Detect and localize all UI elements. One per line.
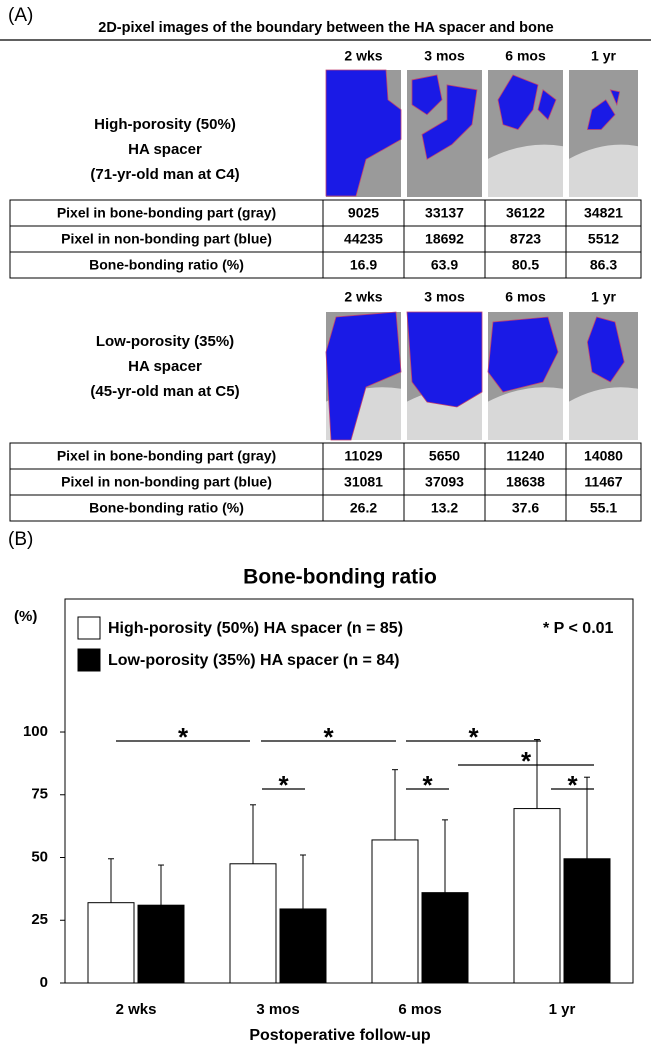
cell-value: 16.9	[350, 257, 377, 273]
x-tick-label: 2 wks	[116, 1001, 157, 1018]
column-label: 6 mos	[505, 289, 546, 305]
significance-label: *	[422, 770, 433, 800]
x-tick-label: 1 yr	[549, 1001, 576, 1018]
cell-value: 5650	[429, 448, 460, 464]
spacer-label: Low-porosity (35%)	[96, 333, 234, 350]
column-label: 3 mos	[424, 289, 465, 305]
column-label: 1 yr	[591, 289, 616, 305]
cell-value: 18638	[506, 474, 545, 490]
cell-value: 55.1	[590, 500, 617, 516]
cell-value: 14080	[584, 448, 623, 464]
row-label: Bone-bonding ratio (%)	[89, 500, 244, 516]
spacer-label: (45-yr-old man at C5)	[90, 383, 239, 400]
bar	[280, 909, 326, 983]
column-label: 6 mos	[505, 48, 546, 64]
y-tick-label: 25	[31, 911, 48, 928]
cell-value: 13.2	[431, 500, 458, 516]
y-axis-label: (%)	[14, 608, 37, 625]
column-label: 2 wks	[344, 48, 382, 64]
bar	[564, 859, 610, 983]
significance-label: *	[521, 746, 532, 776]
cell-value: 18692	[425, 231, 464, 247]
y-tick-label: 50	[31, 848, 48, 865]
spacer-label: High-porosity (50%)	[94, 116, 236, 133]
cell-value: 33137	[425, 205, 464, 221]
significance-label: *	[567, 770, 578, 800]
cell-value: 11467	[584, 474, 622, 490]
cell-value: 80.5	[512, 257, 539, 273]
y-tick-label: 75	[31, 786, 48, 803]
row-label: Bone-bonding ratio (%)	[89, 257, 244, 273]
cell-value: 36122	[506, 205, 545, 221]
bar	[422, 893, 468, 983]
significance-label: *	[278, 770, 289, 800]
cell-value: 11029	[344, 448, 382, 464]
bar	[514, 809, 560, 983]
significance-label: *	[178, 722, 189, 752]
panel-label: (B)	[8, 529, 33, 550]
row-label: Pixel in non-bonding part (blue)	[61, 231, 272, 247]
legend-swatch	[78, 649, 100, 671]
significance-label: *	[468, 722, 479, 752]
cell-value: 34821	[584, 205, 623, 221]
cell-value: 37093	[425, 474, 464, 490]
panel-label: (A)	[8, 5, 33, 26]
x-axis-label: Postoperative follow-up	[249, 1027, 431, 1044]
bar	[372, 840, 418, 983]
cell-value: 8723	[510, 231, 541, 247]
cell-value: 86.3	[590, 257, 617, 273]
row-label: Pixel in bone-bonding part (gray)	[57, 448, 276, 464]
cell-value: 37.6	[512, 500, 539, 516]
annotation: * P < 0.01	[543, 620, 614, 637]
bar	[230, 864, 276, 983]
figure: (A) 2D-pixel images of the boundary betwe…	[0, 0, 651, 1046]
bar	[138, 905, 184, 983]
row-label: Pixel in bone-bonding part (gray)	[57, 205, 276, 221]
cell-value: 9025	[348, 205, 379, 221]
table-title: 2D-pixel images of the boundary between …	[98, 20, 554, 36]
y-tick-label: 0	[40, 974, 48, 991]
legend-swatch	[78, 617, 100, 639]
cell-value: 31081	[344, 474, 383, 490]
y-tick-label: 100	[23, 723, 48, 740]
row-label: Pixel in non-bonding part (blue)	[61, 474, 272, 490]
column-label: 3 mos	[424, 48, 465, 64]
legend-label: High-porosity (50%) HA spacer (n = 85)	[108, 620, 403, 637]
cell-value: 63.9	[431, 257, 458, 273]
cell-value: 11240	[506, 448, 544, 464]
spacer-label: HA spacer	[128, 141, 202, 158]
bar	[88, 903, 134, 983]
cell-value: 26.2	[350, 500, 377, 516]
cell-value: 44235	[344, 231, 383, 247]
significance-label: *	[323, 722, 334, 752]
spacer-label: HA spacer	[128, 358, 202, 375]
cell-value: 5512	[588, 231, 619, 247]
x-tick-label: 6 mos	[398, 1001, 441, 1018]
legend-label: Low-porosity (35%) HA spacer (n = 84)	[108, 652, 399, 669]
column-label: 2 wks	[344, 289, 382, 305]
column-label: 1 yr	[591, 48, 616, 64]
x-tick-label: 3 mos	[256, 1001, 299, 1018]
spacer-label: (71-yr-old man at C4)	[90, 166, 239, 183]
chart-title: Bone-bonding ratio	[243, 566, 437, 589]
